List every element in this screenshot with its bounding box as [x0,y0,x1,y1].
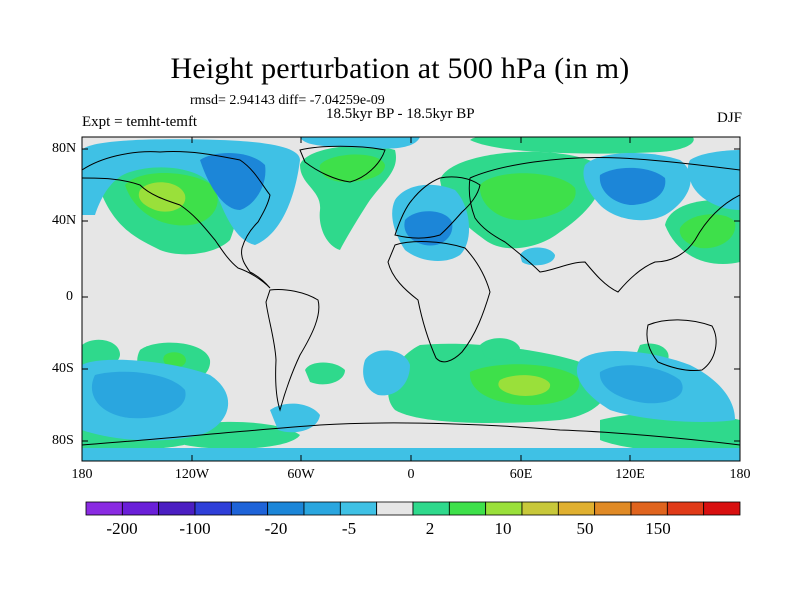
colorbar-label: -5 [341,519,357,538]
coastline-north-america [82,151,271,289]
contour-negative [404,211,453,246]
contour-positive [163,352,186,368]
lat-label: 0 [66,289,73,304]
contour-positive [470,137,694,154]
lon-label: 180 [71,467,93,482]
colorbar-swatch [703,501,741,516]
lon-label: 0 [407,467,415,482]
colorbar-swatch [158,501,196,516]
colorbar-label: 2 [425,519,435,538]
lon-label: 120W [174,467,210,482]
colorbar-swatch [85,501,123,516]
axis-ticks [82,137,740,461]
contour-positive [679,214,736,249]
map-title: Height perturbation at 500 hPa (in m) [170,52,630,85]
contour-positive [600,412,740,453]
lat-label: 80S [52,433,74,448]
contour-positive [138,182,186,212]
coastline-antarctica [82,422,740,446]
lon-label: 60E [509,467,533,482]
contour-negative [91,371,186,419]
colorbar-swatch [412,501,450,516]
colorbar [85,501,741,516]
colorbar-swatch [666,501,705,516]
colorbar-swatch [194,501,232,516]
rmsd-text: rmsd= 2.94143 diff= -7.04259e-09 [190,93,385,108]
colorbar-swatch [448,501,487,516]
colorbar-label: -20 [264,519,288,538]
coastline-greenland [299,145,386,183]
colorbar-swatch [267,501,305,516]
contour-positive [479,173,576,221]
colorbar-swatch [121,501,160,516]
lon-label: 60W [287,467,315,482]
colorbar-label: 10 [494,519,512,538]
lon-label: 120E [615,467,645,482]
contour-positive [480,338,520,360]
contour-negative [300,137,420,149]
contour-negative [520,247,555,266]
lon-label: 180 [729,467,751,482]
contour-negative [363,350,410,396]
coastline-south-america [265,289,320,412]
coastline-africa [387,241,491,363]
colorbar-label: 150 [645,519,671,538]
lat-label: 40S [52,361,74,376]
colorbar-swatch [521,501,559,516]
colorbar-swatch [630,501,668,516]
season-label: DJF [716,110,742,126]
colorbar-swatch [376,501,414,516]
lat-label: 40N [52,213,77,228]
coastline-asia [468,157,740,293]
contour-positive [305,362,345,385]
colorbar-swatch [339,501,378,516]
colorbar-label: -200 [106,519,138,538]
experiment-label: Expt = temht-temft [82,114,198,130]
colorbar-label: 50 [576,519,594,538]
contour-negative [270,403,320,433]
colorbar-swatch [594,501,632,516]
contour-positive [498,375,551,396]
lat-label: 80N [52,141,77,156]
colorbar-swatch [230,501,269,516]
contour-negative [599,167,666,205]
colorbar-swatch [485,501,523,516]
coastlines [82,145,740,446]
colorbar-swatch [303,501,341,516]
contour-negative [82,448,740,461]
coastline-australia [646,319,717,371]
colorbar-label: -100 [179,519,211,538]
contour-negative [599,365,683,404]
period-label: 18.5kyr BP - 18.5kyr BP [326,106,475,122]
contour-positive [319,154,385,182]
colorbar-swatch [557,501,596,516]
coastline-europe [394,176,481,239]
